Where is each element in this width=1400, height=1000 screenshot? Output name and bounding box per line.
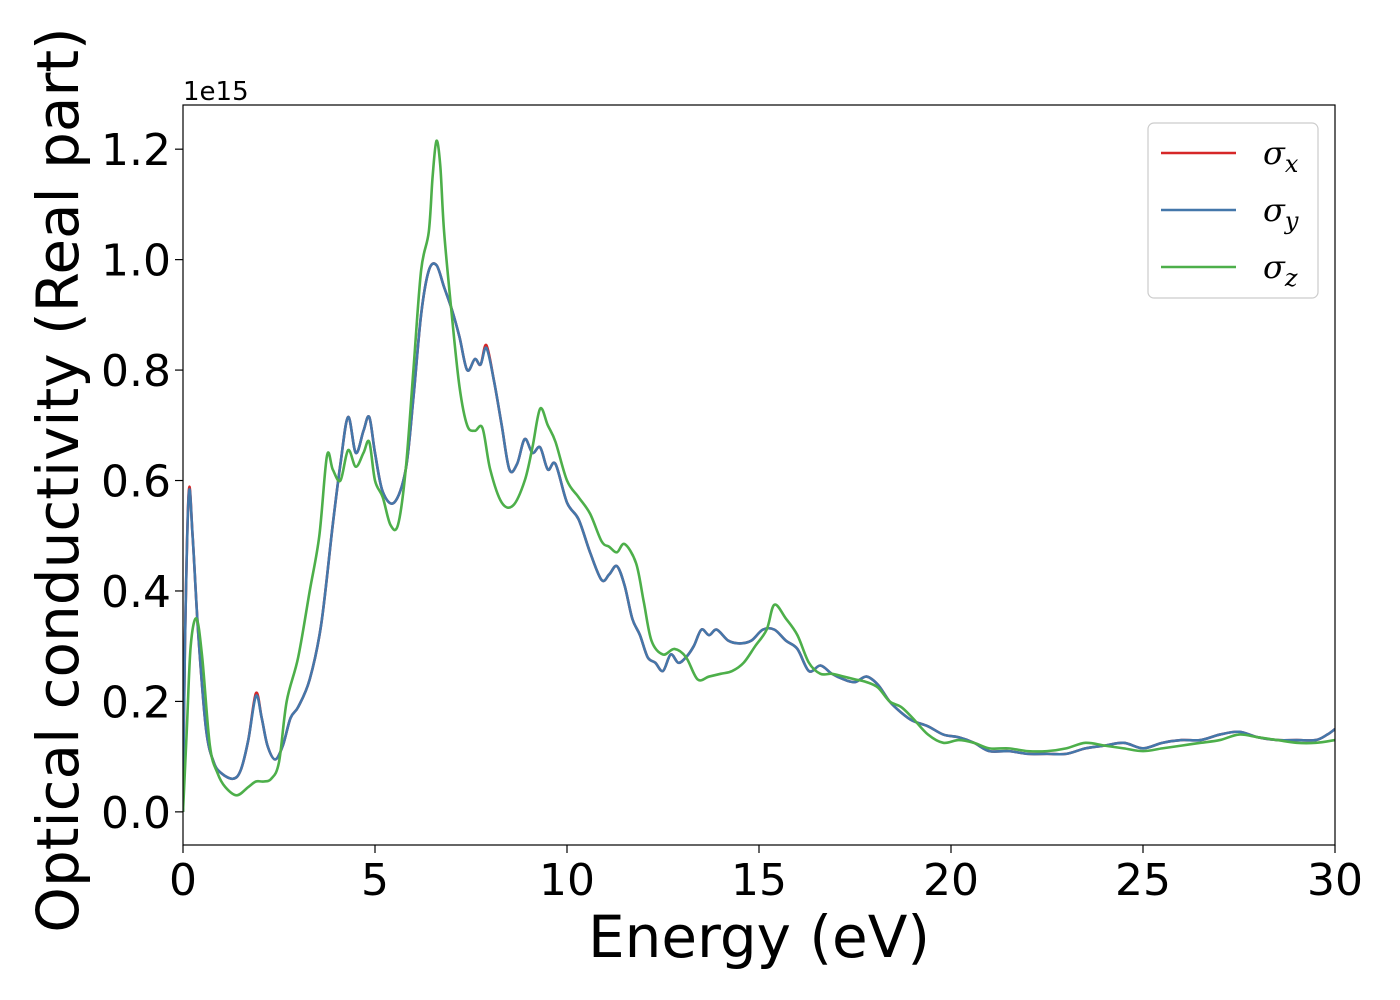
y-tick-label: 1.0 xyxy=(101,236,171,287)
legend-label-subscript: x xyxy=(1285,150,1299,178)
x-tick-label: 25 xyxy=(1115,855,1171,906)
legend-label-subscript: z xyxy=(1284,264,1298,292)
y-tick-label: 0.8 xyxy=(101,346,171,397)
x-tick-label: 0 xyxy=(169,855,197,906)
legend-label-base: σ xyxy=(1263,248,1286,286)
legend-label-y: σy xyxy=(1263,191,1299,235)
y-tick-label: 1.2 xyxy=(101,125,171,176)
legend-label-z: σz xyxy=(1263,248,1298,292)
x-tick-label: 15 xyxy=(731,855,787,906)
legend-label-x: σx xyxy=(1263,134,1299,178)
x-tick-label: 20 xyxy=(923,855,979,906)
x-axis-title: Energy (eV) xyxy=(588,903,930,971)
series-line-y xyxy=(183,262,1335,812)
y-axis-title: Optical conductivity (Real part) xyxy=(24,27,92,932)
y-tick-label: 0.4 xyxy=(101,567,171,618)
y-tick-label: 0.2 xyxy=(101,677,171,728)
legend-label-base: σ xyxy=(1263,191,1286,229)
y-axis-ticks: 0.0 0.2 0.4 0.6 0.8 1.0 1.2 xyxy=(101,125,183,839)
x-tick-label: 10 xyxy=(539,855,595,906)
y-tick-label: 0.6 xyxy=(101,457,171,508)
series-line-z xyxy=(183,139,1335,812)
legend-label-base: σ xyxy=(1263,134,1286,172)
legend-label-subscript: y xyxy=(1284,207,1299,235)
x-axis-ticks: 0 5 10 15 20 25 30 xyxy=(169,845,1363,906)
y-tick-label: 0.0 xyxy=(101,788,171,839)
x-tick-label: 30 xyxy=(1307,855,1363,906)
series-layer xyxy=(183,139,1335,812)
x-tick-label: 5 xyxy=(361,855,389,906)
y-axis-offset-label: 1e15 xyxy=(183,77,249,107)
